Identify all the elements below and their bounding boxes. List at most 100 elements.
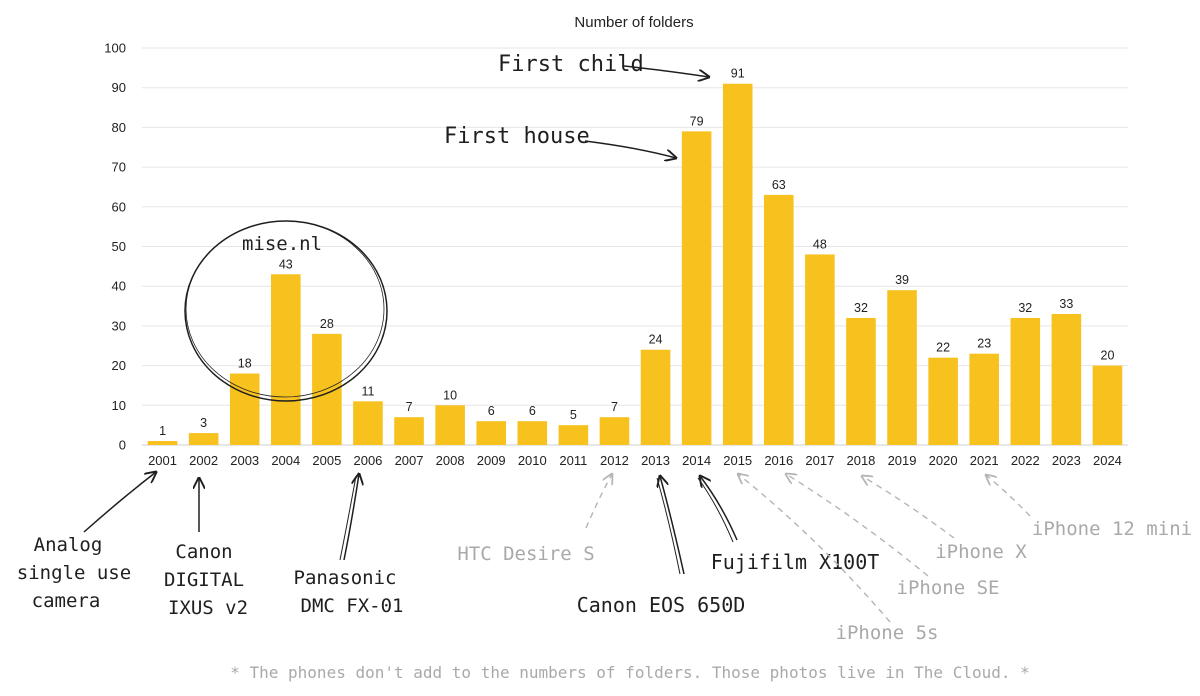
first-house-label: First house: [444, 124, 590, 149]
bar-2008: [435, 405, 465, 445]
bar-value-label-2015: 91: [731, 67, 745, 81]
bar-2002: [188, 433, 219, 445]
bar-value-label-2008: 10: [443, 388, 457, 402]
x-tick-label-2023: 2023: [1052, 453, 1081, 468]
x-tick-label-2002: 2002: [189, 453, 218, 468]
iphone-se-arrow: [786, 474, 929, 577]
x-tick-label-2005: 2005: [312, 453, 341, 468]
bar-value-label-2009: 6: [488, 404, 495, 418]
x-tick-label-2018: 2018: [846, 453, 875, 468]
chart-title: Number of folders: [574, 14, 693, 31]
canon-ixus-label-line-3: IXUS v2: [168, 597, 248, 619]
iphone-se-annotation: iPhone SE: [786, 474, 999, 599]
bar-value-label-2005: 28: [320, 317, 334, 331]
bar-2001: [147, 441, 178, 445]
bar-2020: [928, 357, 958, 445]
bar-value-label-2011: 5: [570, 408, 577, 422]
x-axis-tick-labels: 2001 2002 2003 2004 2005 2006 2007 2008 2009 2010…: [148, 453, 1122, 468]
x-tick-label-2011: 2011: [559, 453, 587, 468]
bar-value-label-2016: 63: [772, 178, 786, 192]
x-tick-label-2001: 2001: [148, 453, 177, 468]
analog-label-line-3: camera: [32, 590, 101, 612]
iphone-12-mini-label: iPhone 12 mini: [1032, 518, 1192, 540]
x-tick-label-2013: 2013: [641, 453, 670, 468]
bar-value-labels: 1 3 18 43 28 11 7 10 6 6 5 7 24 79 91 63 48 32 39 22 23 32 33 2…: [159, 67, 1114, 438]
x-tick-label-2015: 2015: [723, 453, 752, 468]
canon-eos-annotation: Canon EOS 650D: [577, 476, 745, 617]
bar-value-label-2013: 24: [649, 333, 663, 347]
x-tick-label-2021: 2021: [970, 453, 999, 468]
y-tick-label: 50: [112, 239, 126, 254]
first-child-label: First child: [498, 52, 644, 77]
y-tick-label: 0: [119, 438, 126, 453]
grid-lines: [142, 47, 1128, 446]
bar-value-label-2019: 39: [895, 273, 909, 287]
bar-value-label-2024: 20: [1101, 349, 1115, 363]
bar-2016: [764, 194, 794, 445]
bar-value-label-2014: 79: [690, 114, 704, 128]
panasonic-annotation: Panasonic DMC FX-01: [294, 474, 404, 617]
x-tick-label-2003: 2003: [230, 453, 259, 468]
x-tick-label-2006: 2006: [353, 453, 382, 468]
footnote: * The phones don't add to the numbers of…: [230, 663, 1030, 682]
x-tick-label-2020: 2020: [929, 453, 958, 468]
x-tick-label-2010: 2010: [518, 453, 547, 468]
x-tick-label-2012: 2012: [600, 453, 629, 468]
bar-2015: [722, 83, 753, 445]
panasonic-arrow: [343, 474, 359, 561]
iphone-x-arrow: [862, 476, 955, 539]
fujifilm-arrow: [700, 476, 738, 541]
bar-value-label-2010: 6: [529, 404, 536, 418]
canon-ixus-label-line-1: Canon: [175, 541, 232, 563]
x-tick-label-2008: 2008: [436, 453, 465, 468]
mise-annotation: mise.nl: [184, 220, 388, 402]
first-house-annotation: First house: [444, 124, 676, 158]
mise-label: mise.nl: [242, 233, 322, 255]
y-tick-label: 10: [112, 398, 126, 413]
analog-arrow: [83, 472, 156, 533]
panasonic-label-line-2: DMC FX-01: [301, 595, 404, 617]
canon-ixus-annotation: Canon DIGITAL IXUS v2: [164, 478, 248, 619]
mise-circle-stroke: [185, 220, 385, 398]
bar-2010: [517, 421, 548, 445]
iphone-5s-arrow: [738, 474, 891, 623]
iphone-se-label: iPhone SE: [897, 577, 1000, 599]
x-tick-label-2024: 2024: [1093, 453, 1122, 468]
first-house-arrow: [584, 140, 676, 158]
bar-2006: [353, 401, 383, 445]
bar-2017: [805, 254, 835, 445]
iphone-5s-annotation: iPhone 5s: [738, 474, 938, 644]
panasonic-arrow-stroke: [339, 475, 357, 561]
iphone-12-mini-annotation: iPhone 12 mini: [986, 475, 1192, 540]
fujifilm-annotation: Fujifilm X100T: [697, 476, 879, 574]
htc-label: HTC Desire S: [457, 543, 594, 565]
bar-value-label-2022: 32: [1018, 301, 1032, 315]
y-tick-label: 70: [112, 160, 126, 175]
bar-2011: [558, 425, 589, 445]
bar-2009: [476, 421, 506, 445]
iphone-x-label: iPhone X: [935, 541, 1027, 563]
htc-annotation: HTC Desire S: [457, 474, 612, 565]
bar-value-label-2017: 48: [813, 237, 827, 251]
bar-value-label-2002: 3: [200, 416, 207, 430]
canon-eos-arrow: [660, 476, 685, 575]
bars: [147, 83, 1123, 445]
first-child-arrow: [623, 65, 709, 77]
x-tick-label-2014: 2014: [682, 453, 711, 468]
bar-2007: [394, 417, 424, 445]
x-tick-label-2004: 2004: [271, 453, 300, 468]
bar-2013: [640, 349, 671, 445]
analog-annotation: Analog single use camera: [17, 472, 156, 612]
htc-arrow: [585, 474, 612, 529]
x-tick-label-2016: 2016: [764, 453, 793, 468]
iphone-5s-label: iPhone 5s: [836, 622, 939, 644]
x-tick-label-2009: 2009: [477, 453, 506, 468]
bar-value-label-2004: 43: [279, 257, 293, 271]
y-tick-label: 60: [112, 199, 126, 214]
analog-label-line-2: single use: [17, 562, 131, 584]
canon-ixus-label-line-2: DIGITAL: [164, 569, 244, 591]
bar-2018: [846, 317, 876, 445]
y-tick-label: 80: [112, 120, 126, 135]
